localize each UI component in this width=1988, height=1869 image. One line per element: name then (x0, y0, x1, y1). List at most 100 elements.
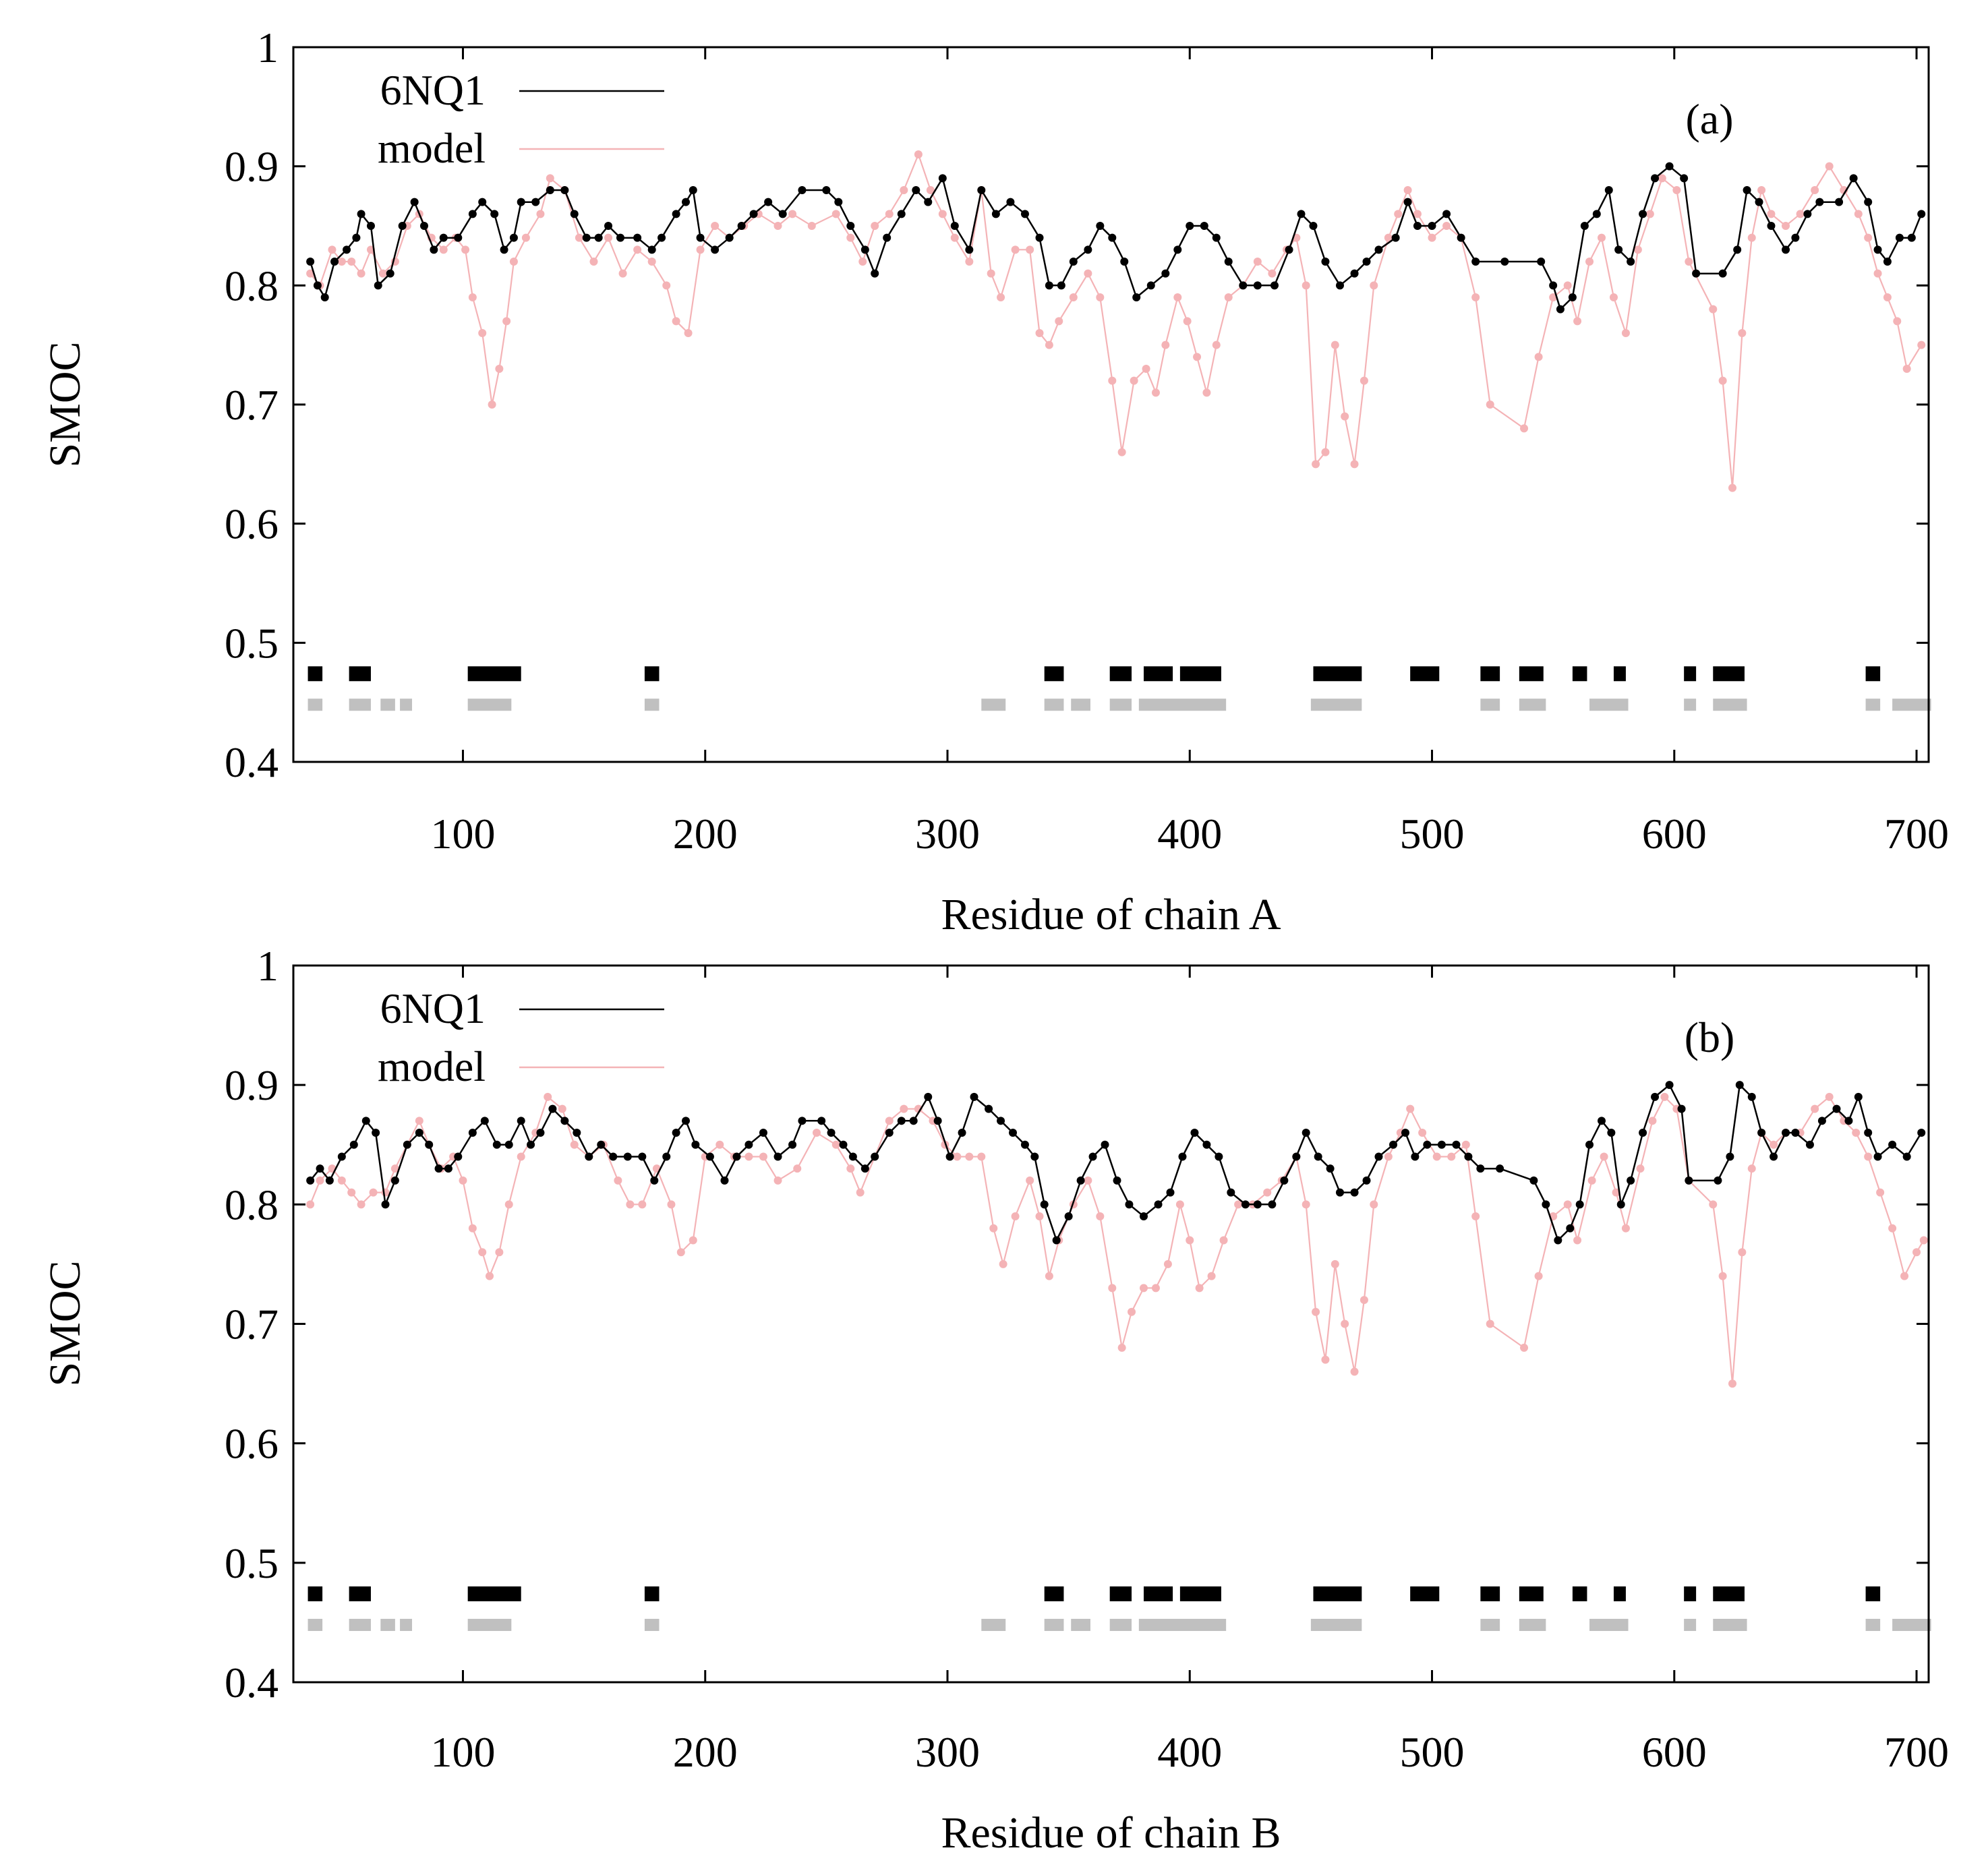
data-point (1556, 305, 1565, 314)
data-point (1529, 1176, 1538, 1185)
data-point (531, 198, 540, 206)
data-point (1747, 1092, 1756, 1101)
data-point (676, 1248, 685, 1257)
gray-marker (1865, 1618, 1881, 1631)
data-point (1563, 281, 1572, 290)
data-point (527, 1140, 535, 1149)
data-point (1163, 1259, 1172, 1268)
data-point (1442, 222, 1451, 230)
data-point (1321, 1355, 1330, 1364)
plot-frame (292, 46, 1930, 763)
data-point (858, 258, 867, 266)
data-point (1263, 1188, 1272, 1197)
data-point (1045, 340, 1053, 349)
data-point (860, 245, 869, 254)
data-point (1084, 245, 1092, 254)
data-point (1321, 258, 1330, 266)
chart-panel-a: 0.4 0.5 0.6 0.7 0.8 0.9 1 100 200 300 400 500 600 700… (40, 24, 1949, 939)
black-markers-row (308, 1586, 1881, 1601)
data-point (1672, 186, 1681, 194)
data-point (1893, 317, 1902, 326)
data-point (1471, 1212, 1480, 1221)
x-tick-label: 400 (1157, 810, 1222, 858)
data-point (938, 210, 947, 218)
data-point (492, 1140, 501, 1149)
data-point (1743, 186, 1751, 194)
data-point (306, 269, 315, 278)
data-point (328, 245, 337, 254)
data-point (672, 210, 680, 218)
black-marker (644, 666, 660, 682)
data-point (788, 210, 797, 218)
data-point (1151, 388, 1160, 397)
gray-marker (349, 1618, 371, 1631)
data-point (834, 198, 843, 206)
x-tick-label: 100 (430, 1728, 495, 1776)
data-point (1464, 1152, 1473, 1161)
data-point (1486, 400, 1494, 409)
data-point (1645, 210, 1654, 218)
data-point (1154, 1200, 1163, 1209)
data-point (856, 1188, 865, 1197)
data-point (1403, 186, 1412, 194)
gray-marker (380, 699, 395, 711)
data-point (1224, 258, 1233, 266)
gray-marker (400, 1618, 413, 1631)
data-point (357, 269, 366, 278)
data-point (468, 1224, 477, 1233)
data-point (500, 245, 508, 254)
data-point (965, 1152, 974, 1161)
data-point (468, 293, 477, 301)
data-point (696, 245, 705, 254)
data-point (788, 1140, 797, 1149)
data-point (1639, 210, 1647, 218)
data-point (1040, 1200, 1049, 1209)
y-tick-label: 1 (257, 942, 279, 990)
data-point (478, 198, 487, 206)
y-axis-label: SMOC (40, 1260, 90, 1386)
gray-marker (644, 1618, 660, 1631)
x-tick-label: 500 (1400, 810, 1465, 858)
data-point (647, 245, 656, 254)
data-point (1057, 281, 1065, 290)
data-point (1020, 210, 1029, 218)
data-point (1350, 1367, 1359, 1376)
data-point (1009, 1129, 1017, 1137)
gray-marker (1892, 1618, 1931, 1631)
data-point (1471, 258, 1480, 266)
data-point (846, 233, 855, 242)
data-point (773, 1152, 782, 1161)
data-point (585, 1152, 593, 1161)
gray-marker (349, 699, 371, 711)
data-point (1052, 1236, 1061, 1245)
gray-marker (1310, 699, 1362, 711)
data-point (1239, 281, 1248, 290)
black-marker (349, 666, 371, 682)
data-point (1852, 1129, 1861, 1137)
data-point (1302, 281, 1310, 290)
data-point (696, 233, 705, 242)
data-point (1461, 1140, 1470, 1149)
data-point (454, 233, 463, 242)
black-marker (1572, 1586, 1587, 1601)
data-point (1651, 1092, 1660, 1101)
data-point (749, 210, 758, 218)
gray-marker (1519, 1618, 1546, 1631)
data-point (1537, 258, 1546, 266)
data-point (1088, 1152, 1097, 1161)
black-marker (1313, 666, 1362, 682)
data-point (997, 293, 1005, 301)
data-point (813, 1129, 821, 1137)
y-tick-label: 0.6 (225, 500, 279, 548)
data-point (1309, 222, 1318, 230)
data-point (1665, 1081, 1674, 1090)
black-marker (349, 1586, 371, 1601)
x-tick-label: 500 (1400, 1728, 1465, 1776)
x-tick-label: 700 (1884, 810, 1949, 858)
data-point (468, 210, 477, 218)
data-point (306, 258, 315, 266)
data-point (343, 245, 351, 254)
data-point (1045, 281, 1053, 290)
gray-marker (380, 1618, 395, 1631)
data-point (1035, 1212, 1044, 1221)
